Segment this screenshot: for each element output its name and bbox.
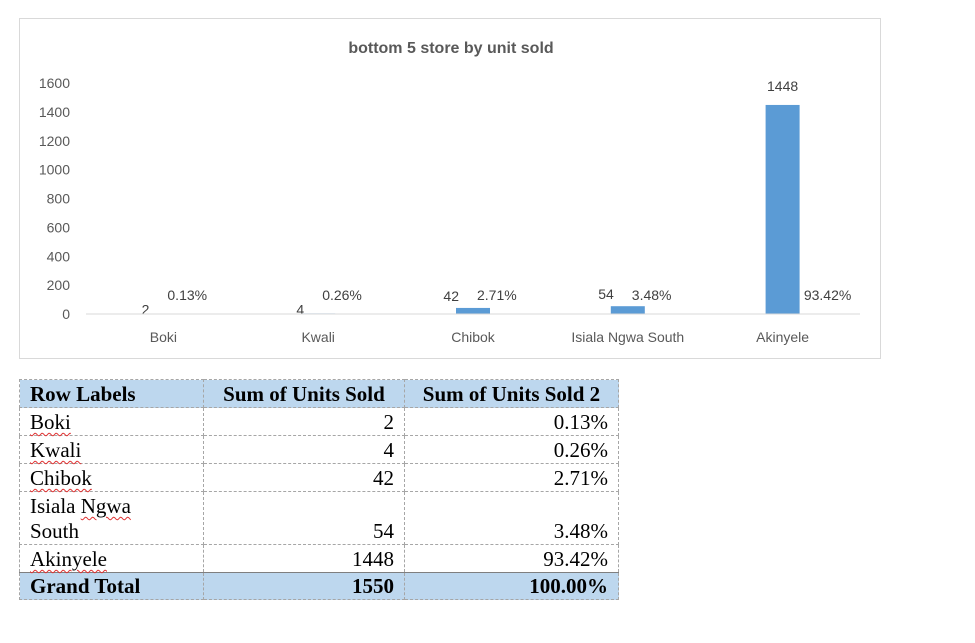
units-cell: 1448 [203,544,405,573]
row-label-text: Chibok [30,466,92,490]
percent-label: 2.71% [477,287,517,303]
chart-title: bottom 5 store by unit sold [348,40,553,57]
y-tick-label: 1600 [39,75,70,91]
y-tick-label: 1000 [39,162,70,178]
bar-chibok[interactable] [456,307,490,314]
value-label: 2 [142,302,150,318]
row-label-text-line1: Isiala Ngwa [30,494,131,518]
row-label: Chibok [19,463,204,492]
percent-label: 93.42% [804,287,851,303]
table-row[interactable]: Isiala Ngwa South 54 3.48% [19,491,619,545]
header-row-labels[interactable]: Row Labels [19,379,204,408]
y-tick-label: 800 [47,191,71,207]
table-row[interactable]: Chibok 42 2.71% [19,463,619,492]
grand-total-units: 1550 [203,572,405,600]
y-axis: 0 200 400 600 800 1000 1200 1400 1600 [39,75,70,322]
chart-area: bottom 5 store by unit sold 0 200 400 600 80… [19,18,881,359]
x-tick-label: Boki [150,329,177,345]
row-label-text: Boki [30,410,71,434]
row-label-text: Kwali [30,438,82,462]
x-tick-label: Chibok [451,329,496,345]
y-tick-label: 400 [47,248,71,264]
units-cell: 42 [203,463,405,492]
row-label: Isiala Ngwa South [19,491,204,545]
value-label: 42 [443,288,459,304]
grand-total-label: Grand Total [19,572,204,600]
percent-label: 3.48% [632,287,672,303]
x-axis: Boki Kwali Chibok Isiala Ngwa South Akinyele [86,313,860,345]
percent-cell: 2.71% [404,463,619,492]
table-row[interactable]: Kwali 4 0.26% [19,435,619,464]
grand-total-pct: 100.00% [404,572,619,600]
y-tick-label: 200 [47,277,71,293]
data-labels: 2 0.13% 4 0.26% 42 2.71% 54 3.48% 1448 93.42% [142,78,852,318]
percent-cell: 3.48% [404,491,619,545]
pivot-header-row: Row Labels Sum of Units Sold Sum of Unit… [19,379,619,408]
bar-chart: bottom 5 store by unit sold 0 200 400 600 80… [39,40,860,345]
percent-cell: 93.42% [404,544,619,573]
pivot-table: Row Labels Sum of Units Sold Sum of Unit… [19,379,619,600]
row-label-text: Akinyele [30,547,107,571]
row-label: Akinyele [19,544,204,573]
grand-total-row[interactable]: Grand Total 1550 100.00% [19,572,619,600]
row-label-text-line2: South [30,519,80,543]
value-label: 4 [296,301,304,317]
y-tick-label: 600 [47,219,71,235]
bar-isiala-ngwa-south[interactable] [610,306,645,314]
table-row[interactable]: Akinyele 1448 93.42% [19,544,619,573]
value-label: 54 [598,286,614,302]
percent-label: 0.26% [322,287,362,303]
units-cell: 54 [203,491,405,545]
header-sum-units[interactable]: Sum of Units Sold [203,379,405,408]
y-tick-label: 0 [62,306,70,322]
percent-label: 0.13% [167,287,207,303]
row-label-text-word: Ngwa [80,494,131,518]
bars [146,104,800,315]
row-label: Boki [19,407,204,436]
value-label: 1448 [767,78,798,94]
x-tick-label: Isiala Ngwa South [571,329,684,345]
table-row[interactable]: Boki 2 0.13% [19,407,619,436]
percent-cell: 0.13% [404,407,619,436]
y-tick-label: 1400 [39,104,70,120]
x-tick-label: Akinyele [756,329,809,345]
percent-cell: 0.26% [404,435,619,464]
units-cell: 4 [203,435,405,464]
row-label: Kwali [19,435,204,464]
y-tick-label: 1200 [39,133,70,149]
units-cell: 2 [203,407,405,436]
x-tick-label: Kwali [301,329,334,345]
header-sum-units-2[interactable]: Sum of Units Sold 2 [404,379,619,408]
bar-akinyele[interactable] [765,104,800,314]
